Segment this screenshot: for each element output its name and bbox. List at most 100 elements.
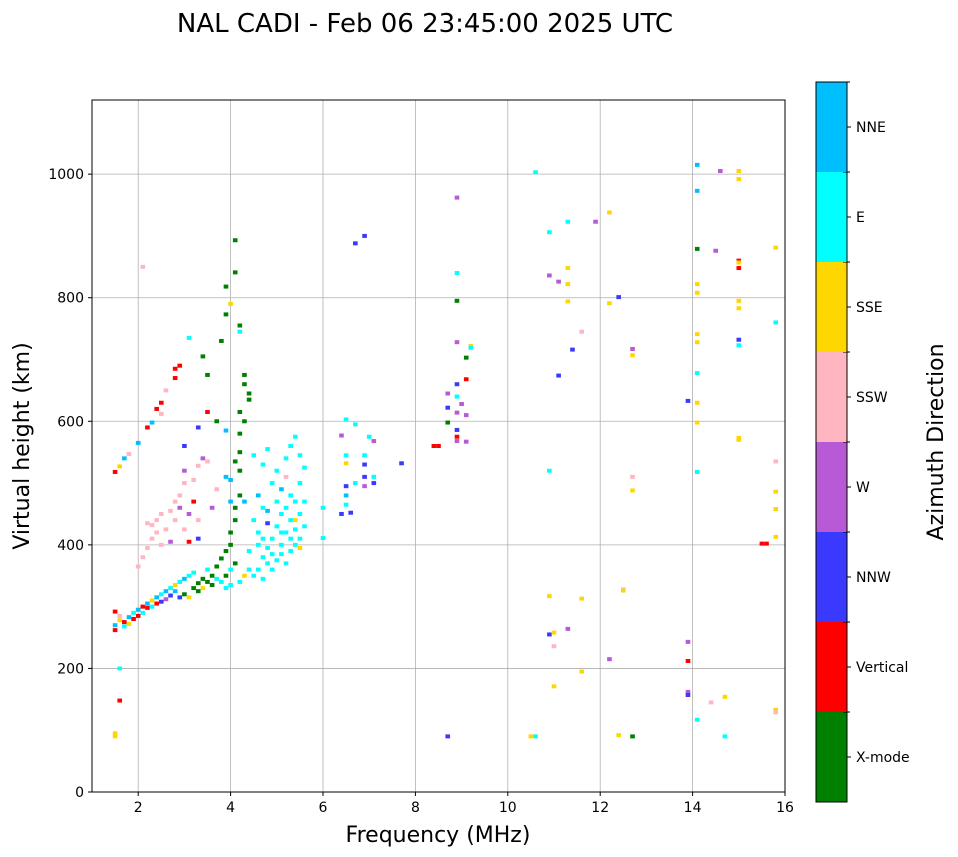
data-point-w — [463, 439, 469, 444]
data-points — [112, 162, 779, 739]
x-tick-label: 2 — [134, 800, 143, 816]
data-point-nnw — [399, 461, 404, 466]
data-point-e — [191, 570, 196, 575]
x-tick-label: 8 — [411, 800, 420, 816]
data-point-nnw — [685, 692, 691, 697]
data-point-e — [269, 536, 275, 541]
data-point-x-mode — [242, 419, 247, 424]
data-point-w — [463, 413, 469, 418]
data-point-vertical — [436, 444, 441, 448]
data-point-w — [371, 439, 377, 444]
data-point-e — [302, 524, 307, 529]
data-point-e — [251, 453, 257, 458]
data-point-e — [773, 320, 779, 325]
data-point-ssw — [191, 477, 196, 482]
data-point-e — [565, 219, 571, 224]
data-point-e — [292, 527, 298, 532]
data-point-x-mode — [463, 355, 469, 360]
data-point-ssw — [205, 459, 210, 464]
data-point-e — [297, 511, 303, 516]
data-point-ssw — [630, 474, 635, 479]
data-point-nne — [279, 487, 284, 492]
data-point-e — [149, 604, 155, 609]
data-point-e — [362, 453, 367, 458]
data-point-e — [279, 511, 284, 516]
data-point-e — [223, 586, 229, 591]
data-point-x-mode — [242, 382, 247, 387]
data-point-e — [256, 567, 261, 572]
data-point-e — [297, 453, 303, 458]
data-point-x-mode — [246, 391, 252, 396]
data-point-nnw — [685, 398, 691, 403]
data-point-nnw — [343, 484, 349, 489]
x-tick-label: 16 — [776, 800, 794, 816]
data-point-sse — [292, 518, 298, 523]
data-point-ssw — [551, 644, 557, 649]
data-point-nnw — [454, 427, 460, 432]
data-point-e — [251, 518, 257, 523]
data-point-ssw — [773, 710, 779, 715]
colorbar-swatch-sse — [816, 262, 847, 352]
colorbar-label: Azimuth Direction — [924, 343, 949, 540]
data-point-vertical — [191, 499, 196, 504]
data-point-e — [302, 499, 307, 504]
data-point-e — [288, 549, 293, 554]
data-point-x-mode — [232, 518, 238, 523]
data-point-e — [533, 170, 538, 175]
colorbar-swatch-e — [816, 172, 847, 262]
colorbar-swatch-w — [816, 442, 847, 532]
data-point-sse — [694, 332, 700, 337]
data-point-sse — [736, 306, 742, 311]
data-point-sse — [722, 694, 728, 699]
data-point-nnw — [339, 511, 344, 516]
data-point-x-mode — [246, 397, 252, 402]
data-point-ssw — [158, 542, 164, 547]
data-point-sse — [565, 299, 571, 304]
data-point-e — [131, 610, 136, 615]
data-point-sse — [343, 461, 349, 466]
data-point-ssw — [117, 613, 123, 618]
data-point-sse — [694, 282, 700, 287]
data-point-sse — [528, 734, 534, 739]
data-point-w — [454, 340, 460, 345]
data-point-nne — [223, 474, 229, 479]
data-point-ssw — [283, 474, 289, 479]
data-point-sse — [565, 282, 571, 287]
data-point-w — [445, 391, 451, 396]
colorbar-swatch-x-mode — [816, 712, 847, 802]
data-point-e — [237, 329, 243, 334]
data-point-nnw — [547, 632, 552, 637]
data-point-e — [256, 530, 261, 535]
data-point-sse — [736, 177, 742, 182]
y-axis-ticks: 0 200 400 600 800 1000 — [48, 167, 92, 801]
data-point-x-mode — [242, 372, 247, 377]
x-tick-label: 14 — [684, 800, 702, 816]
data-point-e — [279, 552, 284, 557]
data-point-e — [269, 567, 275, 572]
data-point-w — [177, 505, 183, 510]
data-point-ssw — [149, 536, 155, 541]
colorbar-label-ssw: SSW — [856, 390, 888, 406]
data-point-x-mode — [223, 549, 229, 554]
data-point-ssw — [158, 411, 164, 416]
data-point-e — [274, 524, 280, 529]
data-point-e — [283, 456, 289, 461]
data-point-ssw — [154, 518, 159, 523]
data-point-vertical — [140, 604, 146, 609]
data-point-ssw — [195, 518, 201, 523]
data-point-e — [279, 542, 284, 547]
data-point-sse — [607, 210, 612, 215]
data-point-w — [593, 219, 598, 224]
data-point-e — [228, 567, 233, 572]
data-point-ssw — [163, 388, 169, 393]
data-point-nne — [265, 508, 270, 513]
data-point-sse — [551, 630, 557, 635]
data-point-e — [320, 505, 326, 510]
data-point-sse — [172, 583, 178, 588]
data-point-e — [122, 624, 127, 629]
data-point-vertical — [454, 434, 460, 439]
data-point-sse — [694, 400, 700, 405]
data-point-w — [200, 456, 206, 461]
data-point-e — [694, 717, 700, 722]
data-point-x-mode — [630, 734, 635, 739]
